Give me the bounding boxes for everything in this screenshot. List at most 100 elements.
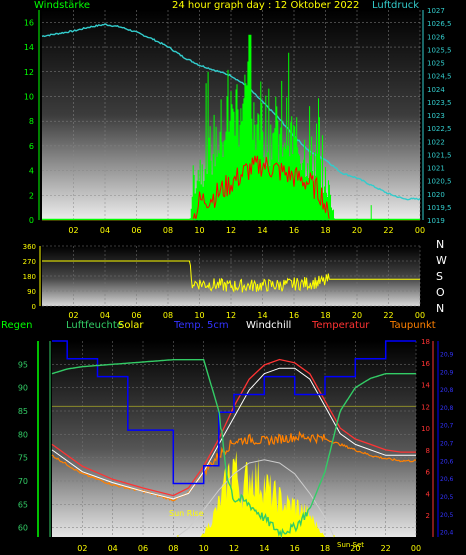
- legend-temp5cm: Temp. 5cm: [174, 320, 229, 331]
- legend-regen: Regen: [1, 320, 33, 331]
- x-tick-label: 16: [289, 311, 299, 320]
- y-tick-label-left: 8: [29, 117, 34, 126]
- series-line-solar-theoretisch: [176, 459, 335, 538]
- x-tick-label: 20: [352, 226, 362, 235]
- x-tick-label: 16: [290, 544, 300, 553]
- y-tick-label-right: 1023: [427, 112, 445, 120]
- y-tick-label-temperature: 16: [421, 360, 430, 368]
- x-tick-label: 00: [415, 311, 425, 320]
- x-tick-label: 08: [163, 226, 173, 235]
- y-tick-label-right: 1021,5: [427, 151, 452, 159]
- y-tick-label-humidity: 90: [18, 384, 28, 393]
- direction-label: S: [436, 270, 443, 283]
- y-tick-label-temp5cm: 20,5: [440, 512, 454, 519]
- y-tick-label-temperature: 4: [426, 490, 431, 498]
- direction-label: O: [436, 286, 445, 299]
- y-tick-label-temperature: 18: [421, 338, 430, 346]
- y-tick-label-humidity: 65: [18, 500, 28, 509]
- y-tick-label-right: 1019: [427, 217, 445, 225]
- series-line-windchill: [51, 367, 416, 500]
- x-tick-label: 04: [100, 226, 110, 235]
- y-tick-label-left: 6: [29, 142, 34, 151]
- series-area-solar: [52, 450, 416, 537]
- x-tick-label: 06: [138, 544, 148, 553]
- y-tick-label-left: 10: [24, 92, 34, 101]
- y-tick-label: 180: [23, 273, 36, 281]
- series-line-luftfeuchte: [51, 359, 416, 539]
- direction-label: W: [436, 254, 447, 267]
- sunset-label: Sun Set: [337, 541, 364, 549]
- y-tick-label-humidity: 60: [18, 524, 28, 533]
- x-tick-label: 10: [194, 311, 204, 320]
- x-tick-label: 16: [289, 226, 299, 235]
- y-tick-label-temperature: 6: [426, 469, 431, 477]
- x-tick-label: 00: [411, 544, 421, 553]
- y-tick-label-right: 1024,5: [427, 73, 452, 81]
- x-tick-label: 20: [350, 544, 360, 553]
- y-tick-label-temp5cm: 20,7: [440, 423, 454, 430]
- x-tick-label: 02: [68, 311, 78, 320]
- y-tick-label-right: 1022: [427, 138, 445, 146]
- y-tick-label-left: 12: [24, 68, 34, 77]
- x-tick-label: 04: [108, 544, 118, 553]
- y-tick-label-temp5cm: 20,6: [440, 458, 454, 465]
- y-tick-label-temperature: 10: [421, 425, 430, 433]
- y-tick-label-left: 4: [29, 167, 34, 176]
- y-tick-label: 90: [27, 288, 36, 296]
- y-tick-label: 360: [23, 243, 36, 251]
- y-tick-label-humidity: 80: [18, 430, 28, 439]
- y-tick-label-right: 1020,5: [427, 178, 452, 186]
- x-tick-label: 00: [415, 226, 425, 235]
- y-tick-label-right: 1021: [427, 165, 445, 173]
- y-tick-label-temp5cm: 20,4: [440, 530, 454, 537]
- x-tick-label: 04: [100, 311, 110, 320]
- direction-label: N: [436, 238, 445, 251]
- y-tick-label-right: 1024: [427, 86, 445, 94]
- y-tick-label-temp5cm: 20,6: [440, 476, 454, 483]
- legend-windchill: Windchill: [246, 320, 292, 331]
- series-line-taupunkt: [51, 430, 417, 502]
- y-tick-label-temperature: 2: [426, 512, 430, 520]
- series-line-windrichtung: [42, 260, 420, 293]
- y-tick-label-right: 1025: [427, 60, 445, 68]
- y-tick-label-right: 1020: [427, 191, 445, 199]
- legend-solar: Solar: [118, 320, 144, 331]
- x-tick-label: 14: [257, 311, 267, 320]
- x-tick-label: 02: [77, 544, 87, 553]
- y-tick-label-temp5cm: 20,9: [440, 351, 454, 358]
- series-line-temperatur: [51, 358, 416, 497]
- y-tick-label-temperature: 12: [421, 403, 430, 411]
- x-tick-label: 14: [257, 226, 267, 235]
- y-tick-label-temp5cm: 20,8: [440, 387, 454, 394]
- x-tick-label: 08: [163, 311, 173, 320]
- y-tick-label: 0: [32, 303, 36, 311]
- y-tick-label-right: 1027: [427, 7, 445, 15]
- direction-labels: N W S O N: [436, 238, 456, 320]
- x-tick-label: 10: [199, 544, 209, 553]
- x-tick-label: 18: [320, 226, 330, 235]
- x-tick-label: 18: [320, 544, 330, 553]
- y-tick-label-left: 14: [24, 43, 34, 52]
- y-tick-label-temp5cm: 20,8: [440, 405, 454, 412]
- x-tick-label: 12: [229, 544, 239, 553]
- y-tick-label-left: 2: [29, 191, 34, 200]
- y-tick-label-temp5cm: 20,7: [440, 441, 454, 448]
- x-tick-label: 08: [168, 544, 178, 553]
- legend-luftfeuchte: Luftfeuchte: [66, 320, 123, 331]
- y-tick-label-left: 0: [29, 216, 34, 225]
- y-tick-label-humidity: 95: [18, 360, 28, 369]
- y-tick-label-temp5cm: 20,5: [440, 494, 454, 501]
- pressure-axis-title: Luftdruck: [372, 0, 420, 11]
- x-tick-label: 22: [383, 226, 393, 235]
- y-tick-label-temp5cm: 20,9: [440, 369, 454, 376]
- header: Windstärke 24 hour graph day : 12 Oktobe…: [0, 0, 466, 14]
- legend-temperatur: Temperatur: [312, 320, 370, 331]
- chart-title: 24 hour graph day : 12 Oktober 2022: [172, 0, 360, 11]
- sunrise-label: Sun Rise: [169, 509, 204, 518]
- x-tick-label: 20: [352, 311, 362, 320]
- wind-axis-title: Windstärke: [34, 0, 91, 11]
- y-tick-label-left: 16: [24, 18, 34, 27]
- temperature-humidity-chart: 60 65 70 75 80 85 90 95 02 04 06 08 10 12 14 16 18 20 22 00…: [18, 338, 454, 553]
- series-line-luftdruck: [41, 23, 421, 201]
